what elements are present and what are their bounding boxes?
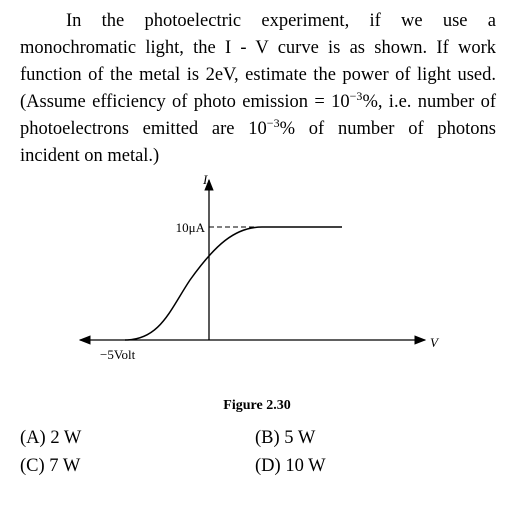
question: In the photoelectric experiment, if we u…	[20, 8, 496, 170]
option-text: 10 W	[285, 456, 326, 476]
x-axis-label: V	[430, 335, 440, 350]
option-text: 2 W	[50, 428, 82, 448]
current-label: 10μA	[176, 220, 206, 235]
option-label: (B)	[255, 428, 280, 448]
question-text: %, i.e. number of photoelectrons emitted…	[20, 92, 496, 139]
superscript: −3	[266, 115, 280, 130]
caption: Figure 2.30	[223, 398, 290, 413]
option-label: (A)	[20, 428, 46, 448]
option-text: 7 W	[49, 456, 81, 476]
option: (D) 10 W	[255, 456, 326, 477]
option: (A) 2 W	[20, 428, 81, 449]
question-text: In the photoelectric experiment, if we u…	[20, 11, 496, 112]
y-axis-label: I	[202, 172, 208, 187]
option-label: (C)	[20, 456, 45, 476]
option-label: (D)	[255, 456, 281, 476]
option: (B) 5 W	[255, 428, 315, 449]
option: (C) 7 W	[20, 456, 80, 477]
superscript: −3	[349, 88, 363, 103]
option-text: 5 W	[284, 428, 316, 448]
voltage-label: −5Volt	[100, 347, 136, 362]
question-text: % of number of photons incident on metal…	[20, 119, 496, 166]
iv-curve	[124, 226, 342, 341]
